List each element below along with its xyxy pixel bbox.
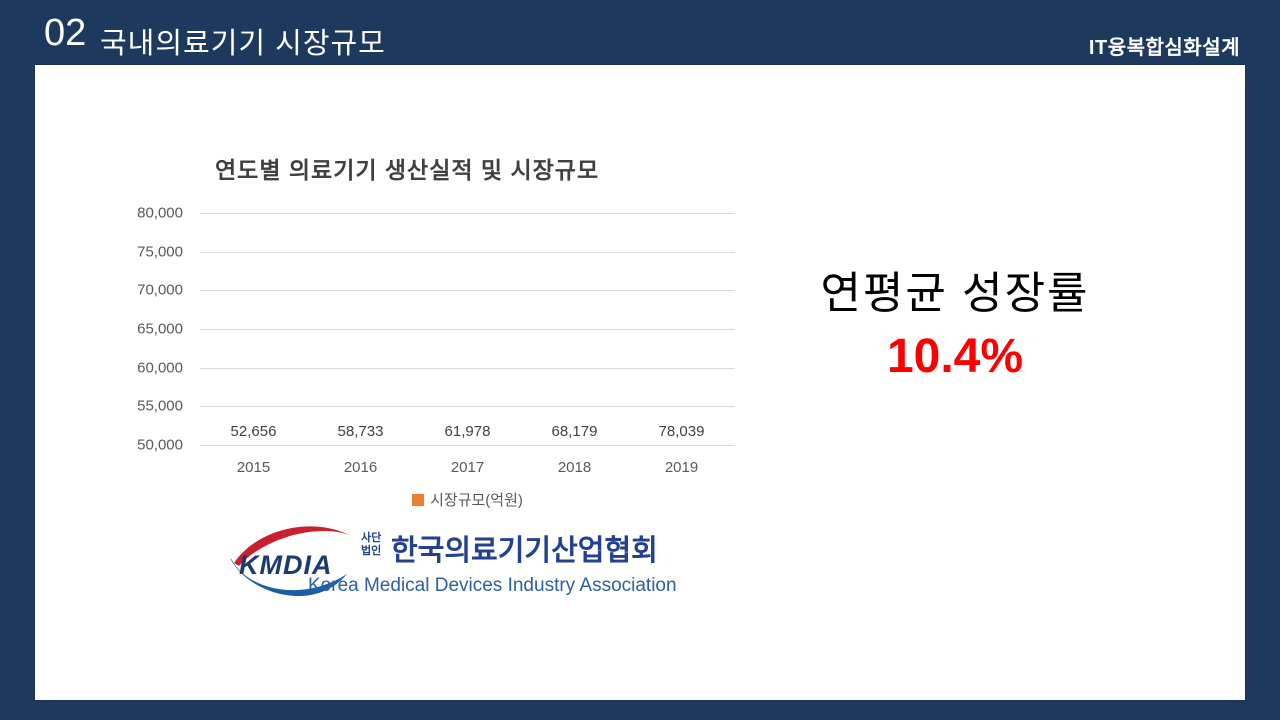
bar-value-label: 52,656 <box>230 423 277 440</box>
y-axis-tick: 70,000 <box>137 281 183 299</box>
y-axis-tick: 80,000 <box>137 204 183 222</box>
y-axis-tick: 60,000 <box>137 359 183 377</box>
content-panel: 연도별 의료기기 생산실적 및 시장규모 80,000 75,000 70,000 6… <box>35 65 1245 700</box>
plot-area: 52,656 58,733 61,978 68,179 78,039 <box>200 213 735 446</box>
bar-value-label: 68,179 <box>551 423 598 440</box>
slide-title: 국내의료기기 시장규모 <box>100 28 386 60</box>
growth-callout: 연평균 성장률 10.4% <box>780 257 1130 384</box>
kmdia-acronym: KMDIA <box>239 550 333 580</box>
gridline <box>200 329 735 330</box>
gridline <box>200 213 735 214</box>
bar-value-label: 61,978 <box>444 423 491 440</box>
x-axis-tick: 2018 <box>557 459 592 476</box>
kmdia-swoosh-icon: KMDIA <box>230 526 349 597</box>
gridline <box>200 290 735 292</box>
y-axis-tick: 75,000 <box>137 243 183 261</box>
slide-number: 02 <box>44 12 87 54</box>
x-axis-tick: 2015 <box>236 459 271 476</box>
logo-org-name-en: Korea Medical Devices Industry Associati… <box>308 575 677 596</box>
gridline <box>200 406 735 408</box>
x-axis-tick: 2017 <box>450 459 485 476</box>
x-axis-tick: 2019 <box>664 459 699 476</box>
chart-title: 연도별 의료기기 생산실적 및 시장규모 <box>215 157 600 183</box>
y-axis-tick: 50,000 <box>137 436 183 454</box>
bars-row: 52,656 58,733 61,978 68,179 78,039 <box>200 213 735 445</box>
y-axis-tick: 65,000 <box>137 320 183 338</box>
chart-legend: 시장규모(억원) <box>200 489 735 510</box>
y-axis-labels: 80,000 75,000 70,000 65,000 60,000 55,000 50,0… <box>115 205 193 454</box>
logo-org-name-kr: 한국의료기기산업협회 <box>391 535 658 567</box>
bar-value-label: 58,733 <box>337 423 384 440</box>
course-label: IT융복합심화설계 <box>1088 37 1240 59</box>
x-axis-labels: 2015 2016 2017 2018 2019 <box>200 459 735 476</box>
gridline <box>200 367 735 369</box>
growth-label: 연평균 성장률 <box>820 269 1090 318</box>
kmdia-logo: KMDIA 사단 법인 한국의료기기산업협회 Korea Medical Dev… <box>228 520 698 605</box>
gridline <box>200 251 735 253</box>
y-axis-tick: 55,000 <box>137 397 183 415</box>
x-axis-tick: 2016 <box>343 459 378 476</box>
gridline <box>200 445 735 446</box>
bar-value-label: 78,039 <box>658 423 705 440</box>
legend-label: 시장규모(억원) <box>430 492 523 509</box>
growth-value: 10.4% <box>886 330 1024 383</box>
legend-swatch-icon <box>412 493 425 506</box>
logo-org-type: 사단 법인 <box>361 532 382 557</box>
